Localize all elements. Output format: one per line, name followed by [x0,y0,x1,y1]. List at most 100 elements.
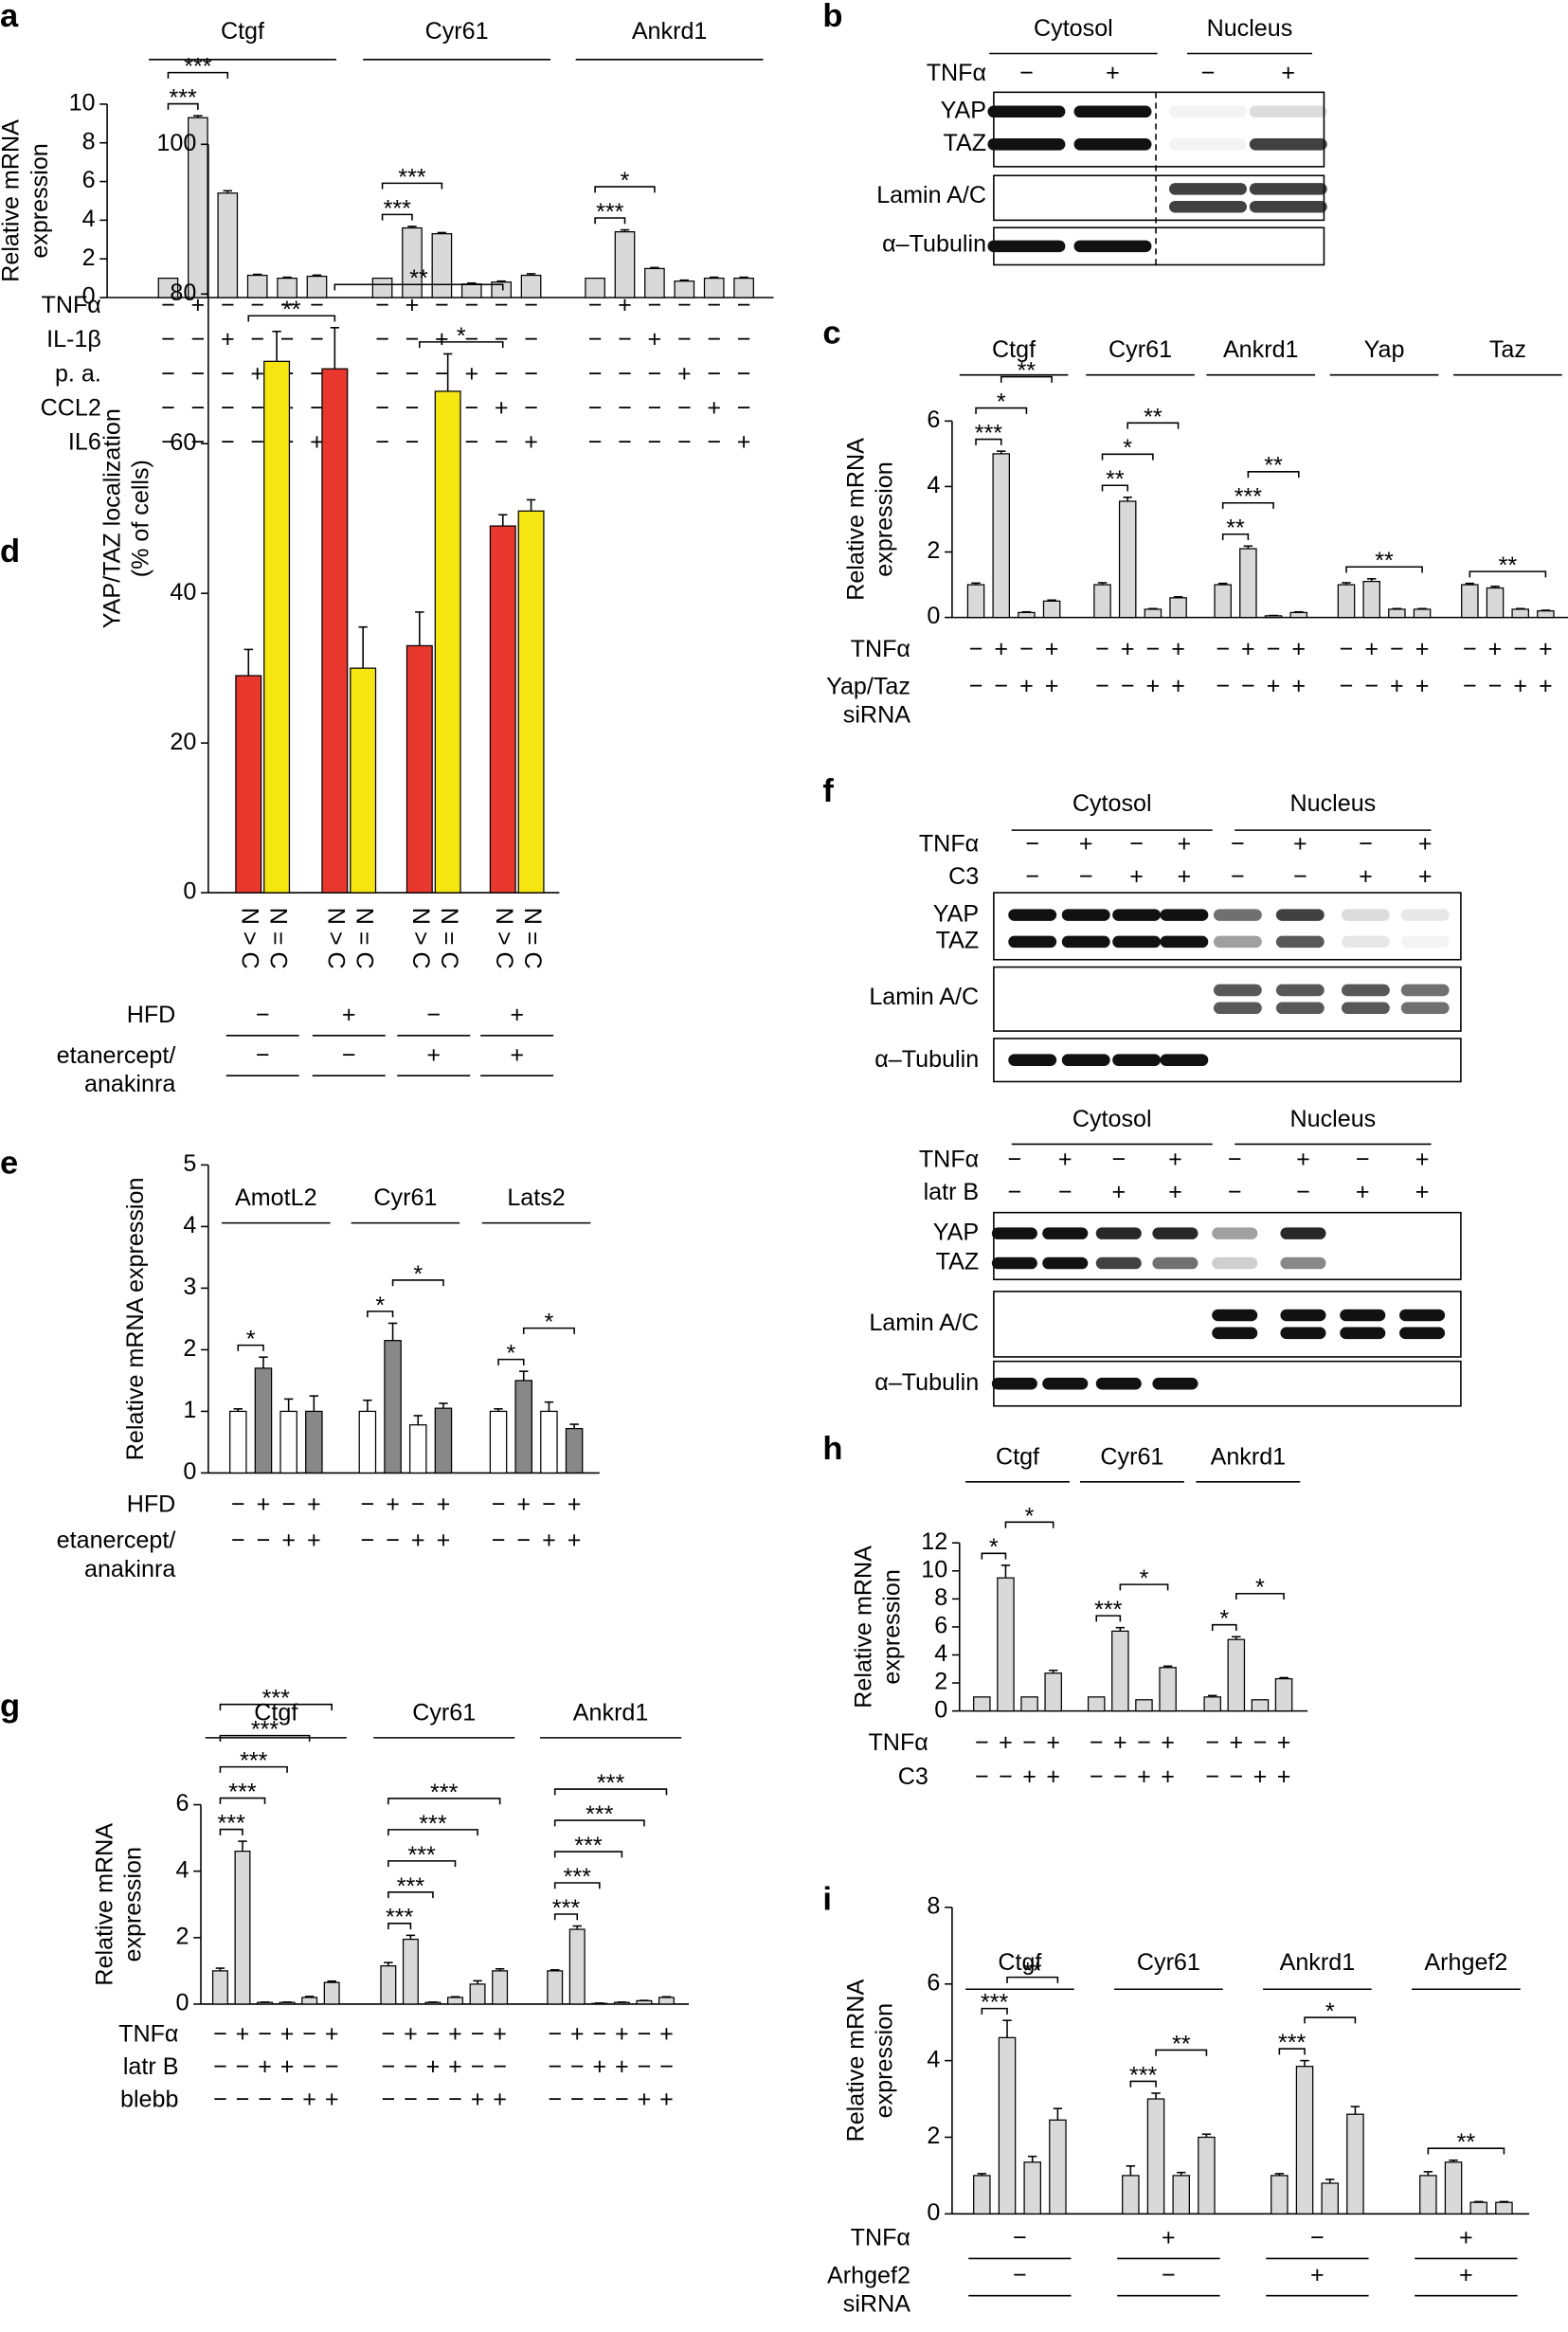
condition-sign: − [236,2087,250,2113]
condition-sign: + [281,1527,296,1553]
sig-label: *** [240,1748,268,1775]
condition-sign: + [1513,673,1527,699]
row-label: YAP [941,97,986,123]
bar [517,510,545,894]
y-tick-label: 0 [175,1990,189,2016]
condition-sign: − [464,326,478,353]
y-tick-label: 6 [934,1613,947,1639]
condition-sign: − [1231,830,1245,857]
condition-sign: − [999,1763,1013,1790]
condition-sign: − [592,2087,606,2113]
bar [614,230,636,298]
condition-sign: − [256,1002,270,1028]
y-tick-label: 2 [927,2123,940,2149]
blot-band [1095,1227,1142,1239]
blot-band [1400,935,1450,949]
condition-sign: + [325,2021,339,2048]
condition-sign: − [231,1491,245,1518]
condition-sign: − [1364,673,1379,699]
panel-letter: c [822,315,840,351]
condition-sign: + [302,2087,316,2113]
condition-sign: − [524,360,538,387]
panel-letter: i [822,1882,832,1918]
group-name: Ctgf [996,1443,1040,1470]
row-label: YAP [933,900,979,927]
y-tick-label: 0 [82,283,96,310]
condition-sign: − [161,360,175,387]
sig-label: * [1140,1565,1149,1592]
condition-sign: − [1146,636,1161,662]
y-axis-label: YAP/TAZ localization (% of cells) [99,408,153,628]
blot-frame [993,1211,1462,1281]
condition-sign: − [471,2021,485,2048]
sig-label: ** [1023,1959,1042,1985]
condition-sign: + [1390,673,1404,699]
sig-label: *** [1129,2062,1158,2088]
condition-sign: − [1121,673,1135,699]
y-tick-label: 4 [927,472,940,498]
group-name: Ankrd1 [1280,1949,1356,1976]
y-tick-label: 60 [170,429,196,456]
bar [406,644,433,894]
sig-bracket [387,1829,478,1836]
condition-sign: − [448,2087,462,2113]
sig-label: *** [398,164,426,190]
condition-sign: − [492,1527,506,1553]
condition-sign: + [1364,636,1379,662]
bar [1469,2201,1488,2214]
condition-sign: + [1415,673,1430,699]
condition-sign: − [435,292,449,318]
condition-sign: − [191,394,206,421]
sig-label: *** [397,1873,425,1900]
y-tick-label: 10 [69,90,96,117]
condition-sign: + [1291,636,1306,662]
sig-label: * [246,1327,256,1353]
condition-name: HFD [127,1002,176,1028]
sig-bracket [1004,1521,1054,1528]
condition-sign: − [1216,673,1230,699]
condition-sign: − [1267,636,1281,662]
condition-sign: + [1415,636,1430,662]
condition-sign: − [325,2053,339,2080]
condition-sign: + [1121,636,1135,662]
blot-band [1249,138,1327,151]
sig-label: ** [1106,466,1125,493]
condition-sign: + [426,1041,441,1068]
condition-sign: − [1216,636,1230,662]
condition-sign: − [1293,863,1307,890]
y-axis-label: Relative mRNA expression [0,119,52,282]
sig-bracket [1304,2016,1357,2024]
condition-sign: + [426,2053,441,2080]
condition-sign: + [1415,1146,1430,1172]
condition-sign: + [1019,673,1034,699]
bar [447,1997,463,2005]
blot-band [1213,935,1262,949]
condition-sign: − [1205,1763,1219,1790]
sig-label: *** [262,1686,291,1712]
bar [514,1380,532,1474]
condition-sign: − [1095,636,1109,662]
compartment: Nucleus [1290,790,1377,817]
blot-frame [993,892,1462,961]
condition-sign: + [1178,863,1192,890]
condition-sign: − [707,360,721,387]
condition-sign: + [258,2053,272,2080]
y-tick-label: 4 [175,1856,189,1883]
condition-sign: − [302,2021,316,2048]
y-tick-label: 4 [927,2046,940,2072]
y-tick-label: 3 [183,1274,196,1300]
sig-bracket [981,1552,1007,1560]
group-name: Ankrd1 [1211,1443,1287,1470]
condition-sign: + [464,360,478,387]
sig-label: * [413,1261,423,1288]
bar-label: N = C [264,908,291,969]
condition-sign: + [493,2087,507,2113]
sig-label: *** [419,1811,447,1837]
condition-sign: − [707,326,721,353]
condition-sign: + [437,1527,451,1553]
sig-label: * [1255,1575,1265,1601]
condition-sign: − [310,360,324,387]
condition-sign: − [659,2053,674,2080]
condition-sign: + [280,2053,295,2080]
blot-frame [993,1291,1462,1358]
